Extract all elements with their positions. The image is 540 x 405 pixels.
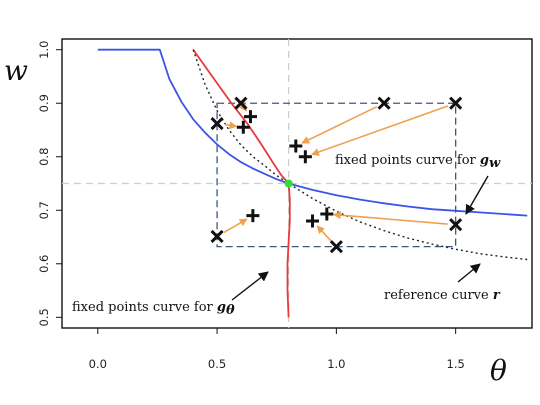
x-tick-label: 0.0 — [89, 357, 107, 371]
update-arrow — [223, 218, 248, 234]
gw-pointer-arrow — [465, 175, 489, 215]
y-axis-label: w — [4, 54, 28, 87]
x-axis-label: θ — [490, 354, 507, 387]
start-point-cross — [449, 96, 463, 110]
x-tick-label: 1.5 — [447, 357, 465, 371]
update-arrow — [224, 121, 238, 130]
end-point-plus — [306, 214, 320, 228]
r-pointer-arrow — [457, 263, 481, 283]
annotation-r-text: reference curve — [384, 288, 493, 303]
annotation-gtheta: fixed points curve for gθ — [72, 300, 235, 318]
y-tick-label: 1.0 — [37, 41, 51, 59]
start-point-cross — [210, 229, 224, 244]
end-point-plus — [236, 120, 250, 134]
annotation-gw-sub: w — [489, 156, 501, 171]
annotation-gtheta-sub: θ — [226, 303, 235, 318]
start-point-cross — [377, 96, 391, 110]
end-point-plus — [320, 207, 334, 221]
annotation-gtheta-text: fixed points curve for — [72, 300, 217, 315]
fixed-point-marker — [284, 179, 293, 188]
gtheta-pointer-arrow — [231, 271, 269, 301]
y-tick-label: 0.6 — [37, 255, 51, 273]
start-point-cross — [210, 116, 224, 131]
annotation-gw-text: fixed points curve for — [335, 153, 480, 168]
end-point-plus — [289, 139, 303, 153]
start-point-cross — [234, 96, 248, 110]
start-point-cross — [449, 218, 463, 232]
annotation-gw-symbol: g — [480, 153, 489, 168]
end-point-plus — [246, 209, 260, 223]
update-arrow — [332, 211, 448, 225]
update-arrow — [311, 105, 449, 156]
end-point-plus — [243, 110, 257, 124]
end-point-plus — [298, 150, 312, 164]
x-tick-label: 1.0 — [327, 357, 345, 371]
start-point-cross — [329, 240, 343, 254]
update-arrow — [316, 225, 332, 242]
y-tick-label: 0.8 — [37, 148, 51, 166]
annotation-r: reference curve r — [384, 288, 501, 303]
update-arrow — [301, 105, 378, 144]
y-tick-label: 0.5 — [37, 308, 51, 326]
annotation-r-symbol: r — [493, 288, 501, 303]
y-tick-label: 0.7 — [37, 201, 51, 219]
annotation-gtheta-symbol: g — [217, 300, 226, 315]
initialization-box — [216, 102, 457, 248]
y-tick-label: 0.9 — [37, 94, 51, 112]
annotation-gw: fixed points curve for gw — [335, 153, 501, 171]
x-tick-label: 0.5 — [208, 357, 226, 371]
series-line-gw — [97, 48, 528, 217]
update-arrow — [239, 102, 248, 112]
